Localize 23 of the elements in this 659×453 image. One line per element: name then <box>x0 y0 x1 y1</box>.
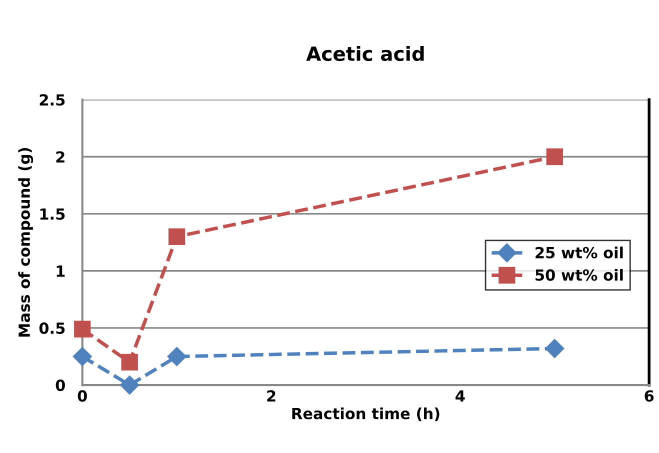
x-tick-label: 4 <box>456 390 465 402</box>
y-tick-label: 0.5 <box>39 322 65 334</box>
point <box>72 346 92 366</box>
x-tick-label: 6 <box>644 390 654 402</box>
x-tick-label: 2 <box>267 390 276 402</box>
x-axis-title: Reaction time (h) <box>292 407 440 422</box>
point <box>546 148 563 166</box>
point <box>168 228 186 245</box>
y-tick-label: 2 <box>56 151 64 163</box>
point <box>167 346 186 366</box>
x-tick-label: 0 <box>78 390 87 402</box>
legend-label: 25 wt% oil <box>536 246 623 258</box>
y-tick-label: 1.5 <box>40 208 65 220</box>
chart-title: Acetic acid <box>306 46 424 62</box>
point <box>121 354 138 371</box>
point <box>120 376 140 395</box>
legend-label: 50 wt% oil <box>536 269 623 281</box>
point <box>74 320 91 338</box>
y-tick-label: 2.5 <box>40 94 65 106</box>
point <box>545 338 564 358</box>
y-axis-title: Mass of compound (g) <box>18 148 34 337</box>
y-tick-label: 1 <box>56 266 65 277</box>
y-tick-label: 0 <box>56 380 65 392</box>
